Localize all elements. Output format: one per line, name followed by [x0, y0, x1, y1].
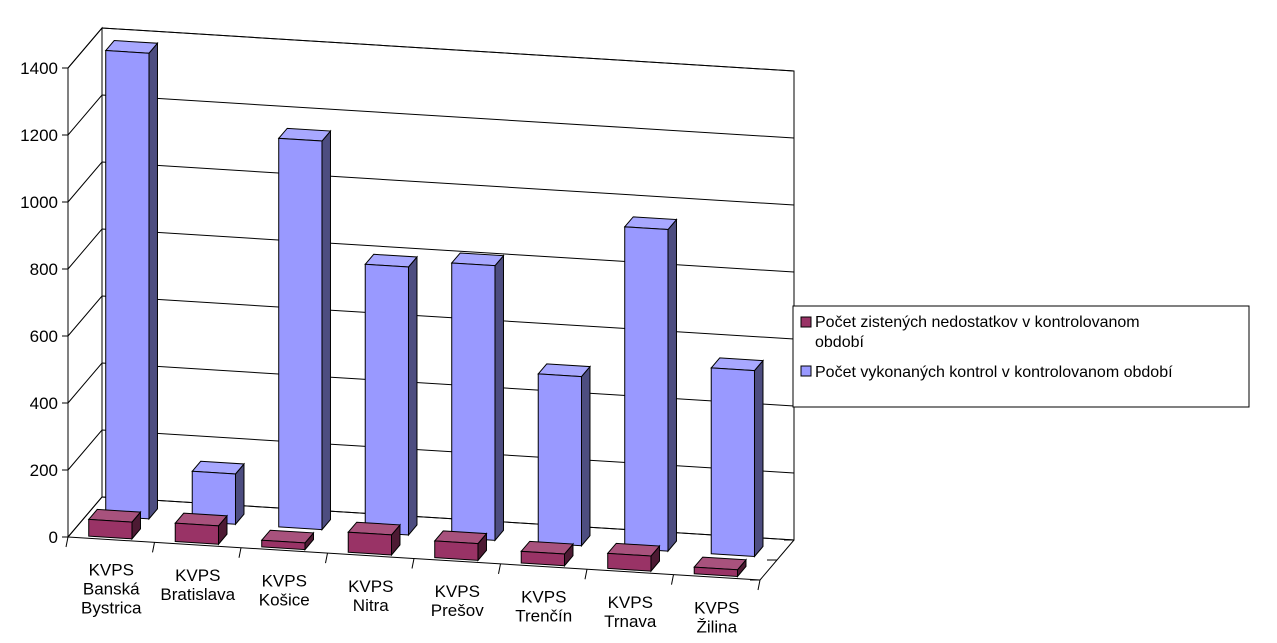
- x-tick-mark: [411, 558, 415, 569]
- bar-series-1: [260, 529, 315, 551]
- chart-walls: [67, 26, 795, 541]
- bar-series-1: [174, 512, 229, 546]
- bar-front: [347, 531, 392, 556]
- gridline: [67, 27, 795, 72]
- gridline: [67, 228, 795, 273]
- bar-side: [667, 218, 677, 553]
- x-category-label: KVPS Prešov: [431, 582, 484, 620]
- x-category-label: KVPS Banská Bystrica: [81, 561, 142, 618]
- legend-label-series-1-line-1: Počet zistených nedostatkov v kontrolova…: [815, 314, 1140, 331]
- bar-front: [710, 367, 755, 558]
- legend: Počet zistených nedostatkov v kontrolova…: [792, 305, 1250, 408]
- x-tick-mark: [152, 542, 155, 553]
- y-tick-label: 200: [30, 461, 58, 480]
- x-tick-mark: [757, 579, 761, 591]
- x-category-label: KVPS Žilina: [694, 598, 739, 636]
- y-tick-label: 1400: [20, 59, 58, 78]
- bar-side: [580, 365, 591, 548]
- bar-side: [321, 129, 331, 531]
- bar-series-2: [191, 460, 246, 526]
- x-tick-mark: [584, 569, 588, 580]
- bar-series-1: [606, 542, 661, 573]
- side-wall: [67, 26, 103, 539]
- x-tick-mark: [65, 536, 69, 548]
- x-tick-mark: [671, 574, 674, 585]
- x-category-label: KVPS Košice: [259, 571, 310, 609]
- bar-front: [537, 373, 582, 547]
- x-tick-mark: [325, 553, 328, 564]
- gridline: [67, 94, 795, 139]
- y-tick-label: 400: [30, 394, 58, 413]
- y-tick-label: 1000: [20, 193, 58, 212]
- bar-front: [174, 522, 219, 545]
- bar-front: [434, 540, 479, 561]
- x-category-label: KVPS Bratislava: [160, 566, 235, 604]
- y-tick-label: 600: [30, 327, 58, 346]
- bar-series-2: [104, 40, 159, 521]
- legend-label-series-2: Počet vykonaných kontrol v kontrolovanom…: [815, 364, 1173, 381]
- bar-front: [105, 50, 150, 520]
- bar-front: [693, 566, 738, 578]
- x-category-label: KVPS Trnava: [604, 593, 657, 631]
- axes: [62, 67, 795, 591]
- y-tick-labels: 0 200 400 600 800 1000 1200 1400: [20, 59, 58, 547]
- bar-front: [624, 226, 669, 552]
- y-tick-label: 0: [49, 528, 58, 547]
- x-tick-mark: [498, 563, 501, 574]
- bar-side: [148, 41, 158, 521]
- bars: [87, 40, 765, 578]
- bar-series-1: [520, 540, 575, 568]
- bar-front: [278, 137, 323, 531]
- x-category-label: KVPS Trenčín: [515, 588, 572, 626]
- legend-swatch-series-2: [800, 365, 812, 377]
- bar-front: [261, 539, 306, 551]
- bar-front: [88, 518, 133, 540]
- legend-frame: [792, 305, 1250, 408]
- bar-side: [753, 359, 764, 558]
- gridline: [67, 161, 795, 206]
- bar-series-2: [364, 253, 419, 537]
- gridline: [67, 295, 795, 340]
- x-tick-mark: [238, 547, 242, 558]
- bar-series-2: [277, 127, 332, 531]
- y-tick-label: 1200: [20, 126, 58, 145]
- bar-series-1: [87, 508, 142, 541]
- bar-front: [607, 552, 652, 572]
- bar-series-2: [710, 357, 765, 558]
- bar-front: [451, 262, 496, 541]
- legend-label-series-1-line-2: období: [815, 334, 864, 351]
- legend-swatch-series-1: [800, 316, 812, 328]
- bar-series-1: [693, 556, 748, 578]
- x-category-label: KVPS Nitra: [348, 577, 393, 615]
- bar-side: [494, 254, 504, 542]
- y-tick-label: 800: [30, 260, 58, 279]
- bar-series-1: [433, 530, 488, 562]
- bar-series-1: [347, 521, 402, 557]
- bar-side: [407, 255, 418, 537]
- bar-series-2: [450, 252, 505, 542]
- bar-series-2: [537, 363, 592, 548]
- bar-series-2: [623, 216, 678, 553]
- bar-front: [520, 550, 565, 567]
- bar-front: [364, 263, 409, 536]
- x-category-labels: KVPS Banská Bystrica KVPS Bratislava KVPS Koši…: [81, 561, 739, 637]
